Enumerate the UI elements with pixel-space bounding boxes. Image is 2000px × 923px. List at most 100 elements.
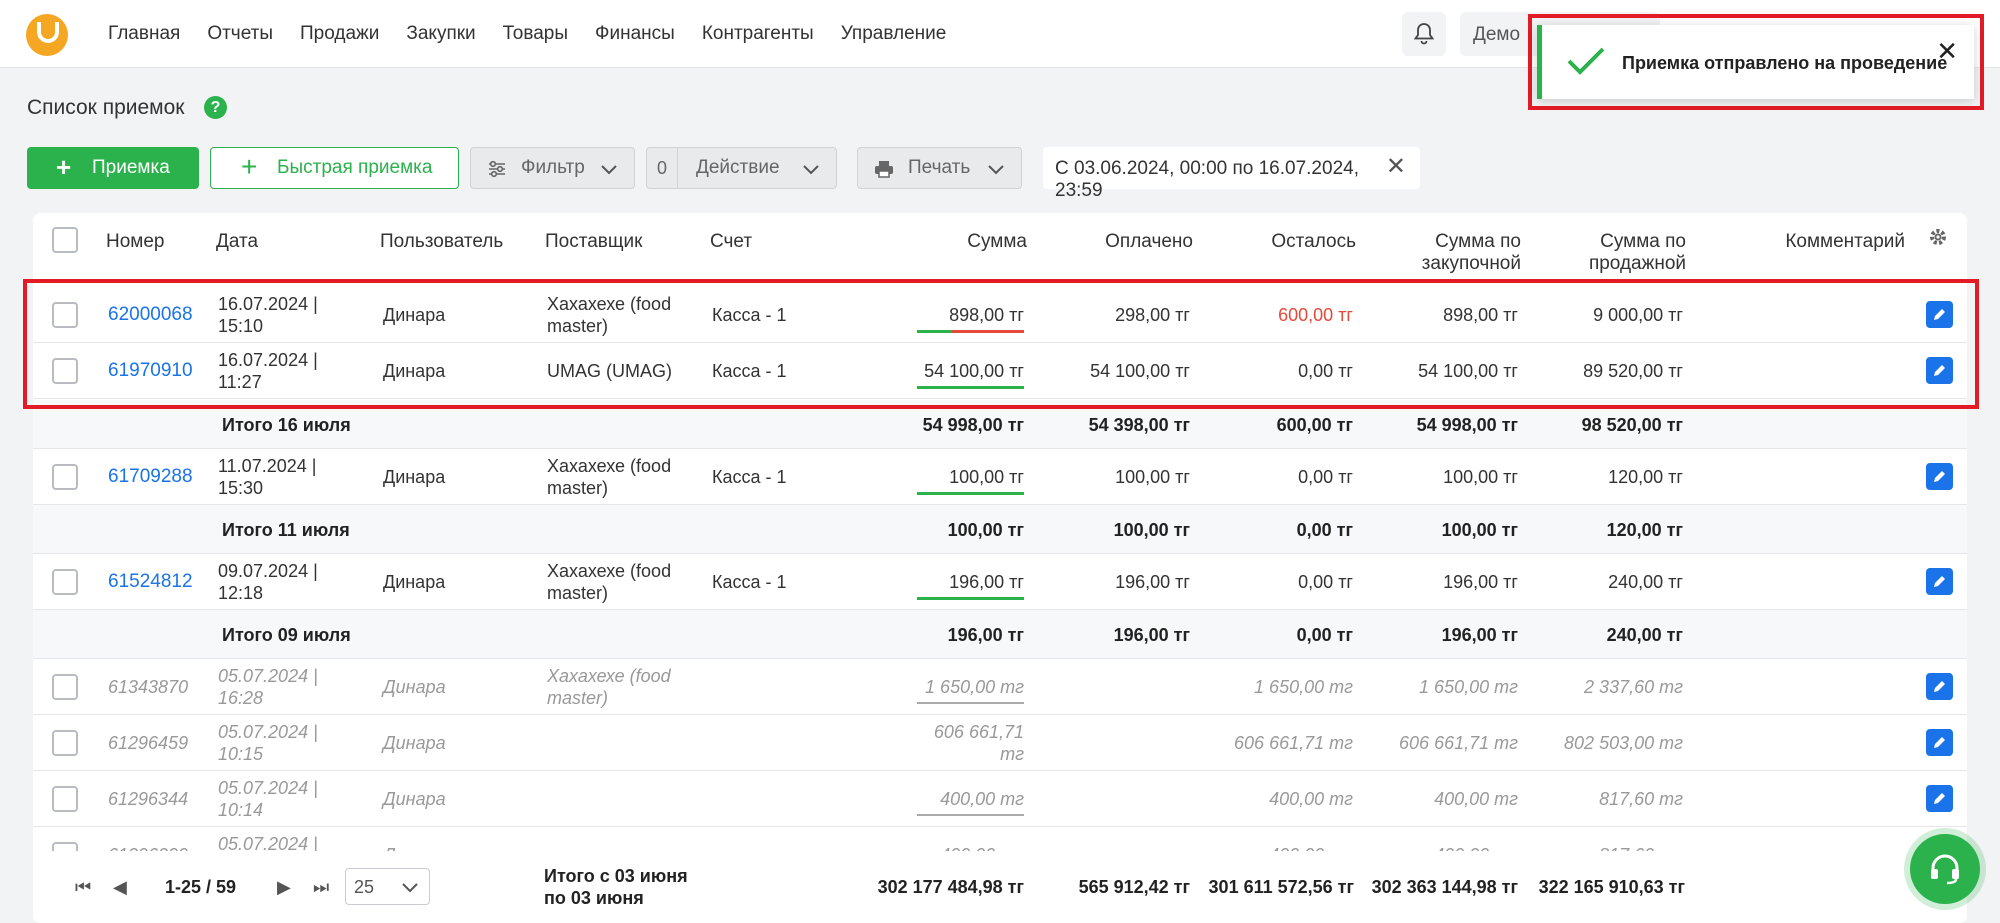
headset-icon — [1931, 854, 1959, 885]
date-range-chip[interactable]: С 03.06.2024, 00:00 по 16.07.2024, 23:59… — [1043, 147, 1420, 201]
receipt-number-link[interactable]: 61524812 — [108, 571, 193, 592]
row-checkbox[interactable] — [52, 569, 78, 595]
row-paid: 54 100,00 тг — [1090, 361, 1190, 381]
row-sum: 1 650,00 тг — [925, 677, 1024, 697]
nav-item-goods[interactable]: Товары — [502, 23, 569, 44]
notifications-button[interactable] — [1402, 12, 1446, 56]
table-row[interactable]: 61709288 11.07.2024 | 15:30 Динара Хахахе… — [33, 449, 1967, 505]
row-date-time: 10:14 — [218, 800, 264, 820]
row-date-time: 15:10 — [218, 316, 264, 336]
row-checkbox[interactable] — [52, 302, 78, 328]
filter-button[interactable]: Фильтр — [470, 147, 635, 189]
grand-total-purchase: 302 363 144,98 тг — [1371, 877, 1518, 897]
receipt-number-link[interactable]: 62000068 — [108, 304, 193, 325]
table-row-draft[interactable]: 61296459 05.07.2024 | 10:15 Динара 606 66… — [33, 715, 1967, 771]
col-sum-purchase-line1: Сумма по — [1435, 231, 1521, 252]
nav-item-home[interactable]: Главная — [108, 23, 181, 44]
edit-button[interactable] — [1926, 463, 1953, 490]
col-paid[interactable]: Оплачено — [1105, 231, 1193, 252]
receipt-number-link[interactable]: 61709288 — [108, 466, 193, 487]
close-icon[interactable]: ✕ — [1936, 36, 1958, 66]
row-paid: 100,00 тг — [1115, 467, 1190, 487]
receipt-number[interactable]: 61296459 — [108, 733, 189, 753]
nav-item-sales[interactable]: Продажи — [300, 23, 380, 44]
table-row-draft[interactable]: 61296344 05.07.2024 | 10:14 Динара 400,00… — [33, 771, 1967, 827]
row-checkbox[interactable] — [52, 464, 78, 490]
col-account[interactable]: Счет — [710, 231, 753, 252]
receipt-number-link[interactable]: 61970910 — [108, 360, 193, 381]
row-left: 0,00 тг — [1298, 572, 1353, 592]
row-sum-purchase: 54 100,00 тг — [1418, 361, 1518, 381]
total-sale: 120,00 тг — [1606, 520, 1683, 540]
edit-button[interactable] — [1926, 785, 1953, 812]
row-date-time: 10:15 — [218, 744, 264, 764]
col-date[interactable]: Дата — [216, 231, 259, 252]
per-page-value: 25 — [354, 877, 375, 897]
row-checkbox[interactable] — [52, 786, 78, 812]
table-row[interactable]: 61524812 09.07.2024 | 12:18 Динара Хахахе… — [33, 554, 1967, 610]
edit-button[interactable] — [1926, 357, 1953, 384]
col-sum-sale[interactable]: Сумма по продажной — [1533, 231, 1686, 275]
support-chat-button[interactable] — [1910, 834, 1980, 904]
payment-progress-bar — [917, 814, 1024, 816]
row-checkbox[interactable] — [52, 674, 78, 700]
row-date-time: 16:28 — [218, 688, 264, 708]
help-icon[interactable]: ? — [204, 96, 227, 119]
day-total-row: Итого 09 июля 196,00 тг 196,00 тг 0,00 т… — [33, 610, 1967, 659]
edit-button[interactable] — [1926, 301, 1953, 328]
total-purchase: 54 998,00 тг — [1416, 415, 1518, 435]
receipt-number[interactable]: 61296344 — [108, 789, 189, 809]
nav-item-management[interactable]: Управление — [840, 23, 947, 44]
row-supplier-line1: Хахахехе (food — [547, 561, 672, 581]
pencil-icon — [1934, 793, 1945, 804]
row-date: 11.07.2024 | 15:30 — [218, 455, 316, 499]
prev-page-icon[interactable]: ◀ — [113, 877, 127, 897]
receipt-number[interactable]: 61343870 — [108, 677, 189, 697]
select-all-checkbox[interactable] — [52, 227, 78, 253]
row-sum: 196,00 тг — [949, 572, 1024, 592]
per-page-select[interactable]: 25 — [345, 868, 430, 905]
col-sum[interactable]: Сумма — [967, 231, 1027, 252]
print-label: Печать — [908, 157, 971, 178]
table-row-draft[interactable]: 61343870 05.07.2024 | 16:28 Динара Хахахе… — [33, 659, 1967, 715]
nav-item-purchases[interactable]: Закупки — [406, 23, 476, 44]
col-supplier[interactable]: Поставщик — [545, 231, 643, 252]
row-left: 0,00 тг — [1298, 467, 1353, 487]
col-user[interactable]: Пользователь — [380, 231, 504, 252]
total-left: 600,00 тг — [1276, 415, 1353, 435]
total-label: Итого 11 июля — [222, 520, 350, 540]
col-sum-purchase[interactable]: Сумма по закупочной — [1373, 231, 1521, 275]
next-page-icon[interactable]: ▶ — [277, 877, 291, 897]
edit-button[interactable] — [1926, 568, 1953, 595]
table-header: Номер Дата Пользователь Поставщик Счет С… — [33, 213, 1967, 283]
table-row[interactable]: 61970910 16.07.2024 | 11:27 Динара UMAG (… — [33, 343, 1967, 399]
print-button[interactable]: Печать — [857, 147, 1022, 189]
nav-item-reports[interactable]: Отчеты — [207, 23, 274, 44]
col-left[interactable]: Осталось — [1271, 231, 1356, 252]
total-paid: 100,00 тг — [1113, 520, 1190, 540]
quick-receipt-button[interactable]: + Быстрая приемка — [210, 147, 459, 189]
row-sum-line2: тг — [1000, 744, 1024, 764]
first-page-icon[interactable]: ⏮ — [75, 877, 92, 897]
edit-button[interactable] — [1926, 729, 1953, 756]
gear-icon[interactable] — [1928, 227, 1948, 247]
add-receipt-button[interactable]: + Приемка — [27, 147, 199, 189]
row-date-time: 11:27 — [218, 372, 262, 392]
action-dropdown[interactable]: 0 Действие — [646, 147, 837, 189]
logo-icon[interactable] — [26, 14, 68, 56]
row-sum-purchase: 400,00 тг — [1434, 789, 1518, 809]
table-row[interactable]: 62000068 16.07.2024 | 15:10 Динара Хахахе… — [33, 287, 1967, 343]
col-comment[interactable]: Комментарий — [1785, 231, 1905, 252]
row-checkbox[interactable] — [52, 358, 78, 384]
nav-item-contractors[interactable]: Контрагенты — [701, 23, 814, 44]
main-nav: Главная Отчеты Продажи Закупки Товары Фи… — [108, 0, 973, 68]
row-date: 05.07.2024 | 10:14 — [218, 777, 318, 821]
chevron-down-icon — [601, 165, 617, 175]
clear-date-icon[interactable]: ✕ — [1385, 153, 1406, 180]
nav-item-finance[interactable]: Финансы — [595, 23, 675, 44]
last-page-icon[interactable]: ⏭ — [313, 877, 330, 897]
edit-button[interactable] — [1926, 673, 1953, 700]
col-number[interactable]: Номер — [106, 231, 165, 252]
row-checkbox[interactable] — [52, 730, 78, 756]
row-date-day: 16.07.2024 | — [218, 294, 318, 314]
